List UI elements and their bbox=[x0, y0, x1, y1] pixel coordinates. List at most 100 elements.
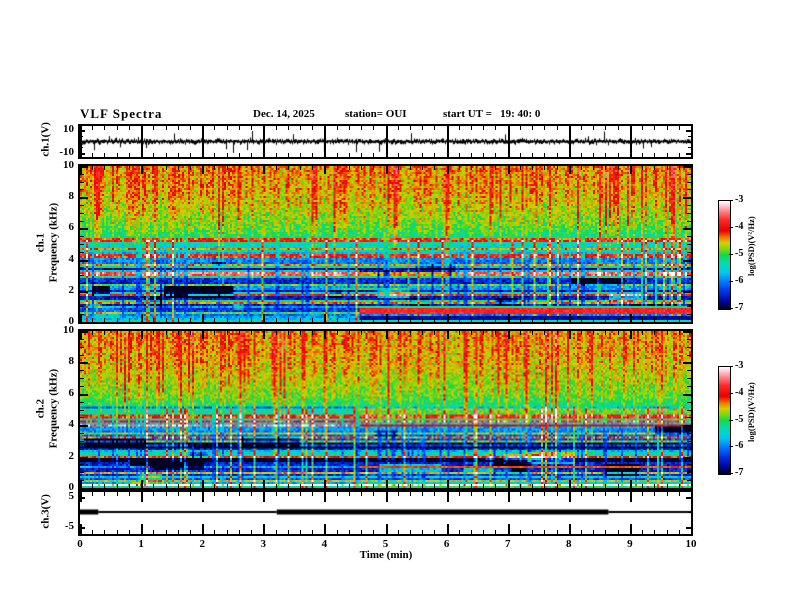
tick-mark bbox=[80, 126, 82, 157]
tick-mark bbox=[688, 147, 691, 148]
ch1-spectrogram-panel bbox=[78, 164, 693, 324]
tick-mark bbox=[300, 484, 301, 488]
tick-mark bbox=[569, 314, 571, 322]
colorbar-tick-label: -6 bbox=[735, 440, 744, 452]
tick-mark bbox=[251, 318, 252, 322]
tick-mark bbox=[202, 331, 204, 339]
tick-mark bbox=[80, 153, 85, 155]
tick-mark bbox=[532, 166, 533, 170]
tick-mark bbox=[80, 260, 88, 262]
tick-mark bbox=[679, 166, 680, 170]
tick-mark bbox=[178, 492, 179, 496]
tick-mark bbox=[605, 318, 606, 322]
tick-mark bbox=[520, 126, 521, 130]
tick-mark bbox=[683, 260, 691, 262]
tick-mark bbox=[687, 370, 691, 371]
tick-mark bbox=[630, 331, 632, 339]
tick-mark bbox=[312, 492, 313, 496]
tick-mark bbox=[117, 492, 118, 496]
tick-mark bbox=[300, 166, 301, 170]
tick-mark bbox=[80, 386, 84, 387]
tick-mark bbox=[324, 524, 326, 534]
tick-mark bbox=[667, 492, 668, 496]
tick-mark bbox=[80, 497, 85, 499]
colorbar-tick-label: -4 bbox=[735, 386, 744, 398]
tick-mark bbox=[687, 283, 691, 284]
tick-mark bbox=[520, 153, 521, 157]
tick-mark bbox=[618, 331, 619, 335]
tick-mark bbox=[679, 126, 680, 130]
tick-mark bbox=[581, 530, 582, 534]
tick-mark bbox=[593, 318, 594, 322]
tick-mark bbox=[92, 492, 93, 496]
tick-mark bbox=[386, 492, 388, 502]
tick-mark bbox=[544, 318, 545, 322]
tick-mark bbox=[471, 153, 472, 157]
tick-mark bbox=[642, 318, 643, 322]
tick-mark bbox=[276, 530, 277, 534]
tick-mark bbox=[495, 318, 496, 322]
tick-mark bbox=[544, 331, 545, 335]
tick-mark bbox=[153, 331, 154, 335]
tick-mark bbox=[654, 318, 655, 322]
tick-mark bbox=[544, 166, 545, 170]
tick-mark bbox=[520, 166, 521, 170]
tick-mark bbox=[361, 530, 362, 534]
tick-mark bbox=[630, 480, 632, 488]
tick-mark bbox=[422, 166, 423, 170]
tick-mark bbox=[104, 318, 105, 322]
tick-mark bbox=[386, 126, 388, 157]
tick-mark bbox=[288, 318, 289, 322]
tick-mark bbox=[129, 530, 130, 534]
tick-mark bbox=[288, 484, 289, 488]
tick-mark bbox=[410, 318, 411, 322]
tick-mark bbox=[80, 480, 84, 481]
tick-mark bbox=[687, 205, 691, 206]
tick-mark bbox=[483, 126, 484, 130]
tick-mark bbox=[532, 530, 533, 534]
tick-mark bbox=[618, 530, 619, 534]
tick-mark bbox=[630, 166, 632, 174]
tick-mark bbox=[544, 492, 545, 496]
tick-mark bbox=[667, 166, 668, 170]
tick-mark bbox=[683, 197, 691, 199]
tick-mark bbox=[227, 331, 228, 335]
tick-mark bbox=[337, 126, 338, 130]
y-tick-label: -10 bbox=[59, 146, 74, 158]
tick-mark bbox=[80, 449, 84, 450]
tick-mark bbox=[532, 318, 533, 322]
tick-mark bbox=[687, 441, 691, 442]
tick-mark bbox=[687, 433, 691, 434]
tick-mark bbox=[178, 166, 179, 170]
tick-mark bbox=[398, 153, 399, 157]
tick-mark bbox=[434, 331, 435, 335]
tick-mark bbox=[471, 331, 472, 335]
tick-mark bbox=[239, 318, 240, 322]
tick-mark bbox=[483, 492, 484, 496]
tick-mark bbox=[117, 126, 118, 130]
tick-mark bbox=[520, 492, 521, 496]
tick-mark bbox=[80, 347, 84, 348]
y-tick-label: 5 bbox=[68, 490, 75, 502]
tick-mark bbox=[153, 484, 154, 488]
tick-mark bbox=[153, 318, 154, 322]
tick-mark bbox=[141, 524, 143, 534]
tick-mark bbox=[202, 492, 204, 502]
tick-mark bbox=[687, 464, 691, 465]
tick-mark bbox=[349, 318, 350, 322]
tick-mark bbox=[687, 386, 691, 387]
tick-mark bbox=[117, 166, 118, 170]
tick-mark bbox=[471, 484, 472, 488]
tick-mark bbox=[80, 331, 88, 333]
tick-mark bbox=[117, 331, 118, 335]
tick-mark bbox=[129, 166, 130, 170]
tick-mark bbox=[129, 331, 130, 335]
tick-mark bbox=[422, 530, 423, 534]
tick-mark bbox=[227, 126, 228, 130]
colorbar-tick-label: -7 bbox=[735, 302, 744, 313]
tick-mark bbox=[361, 166, 362, 170]
tick-mark bbox=[605, 331, 606, 335]
tick-mark bbox=[654, 530, 655, 534]
tick-mark bbox=[373, 166, 374, 170]
tick-mark bbox=[80, 524, 82, 534]
